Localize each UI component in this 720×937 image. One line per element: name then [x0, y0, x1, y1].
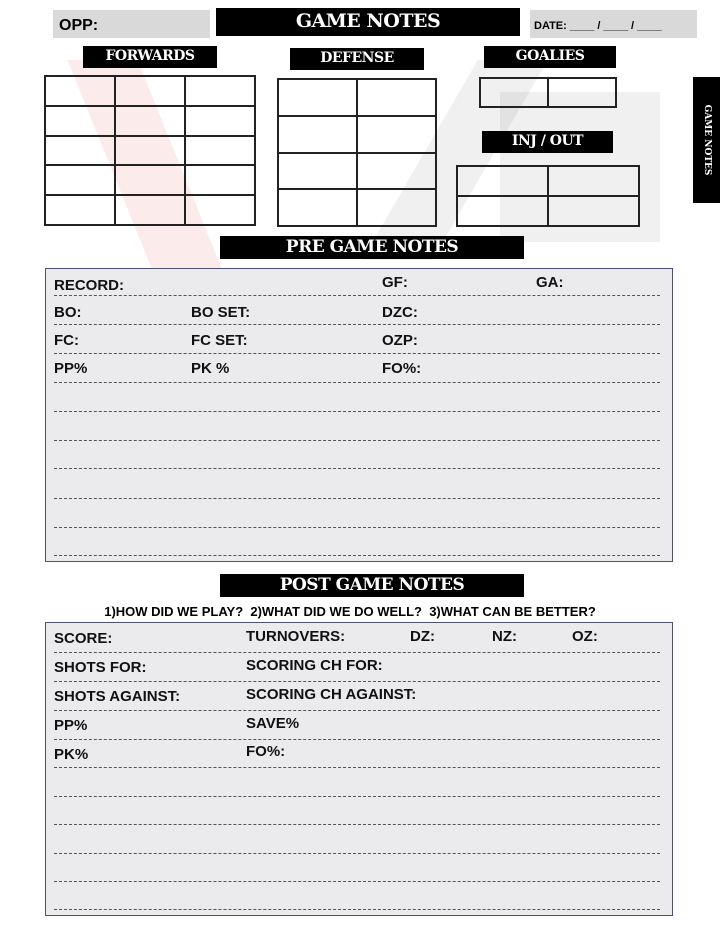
write-line	[54, 710, 660, 711]
pre-game-title: PRE GAME NOTES	[220, 236, 524, 259]
defense-label: DEFENSE	[290, 48, 424, 70]
watermark-gray-block	[500, 92, 660, 242]
dz-label: DZ:	[410, 628, 435, 645]
scoring-ch-against-label: SCORING CH AGAINST:	[246, 686, 417, 703]
fc-set-label: FC SET:	[191, 332, 248, 349]
scoring-ch-for-label: SCORING CH FOR:	[246, 657, 383, 674]
score-label: SCORE:	[54, 630, 113, 647]
write-line	[54, 909, 660, 910]
forwards-grid[interactable]	[44, 75, 256, 226]
shots-against-label: SHOTS AGAINST:	[54, 688, 181, 705]
forwards-label: FORWARDS	[83, 46, 217, 68]
pk-label: PK %	[191, 360, 230, 377]
defense-grid[interactable]	[277, 78, 437, 227]
page-title: GAME NOTES	[216, 8, 520, 36]
opp-field[interactable]: OPP:	[53, 10, 210, 38]
gf-label: GF:	[382, 274, 408, 291]
write-line	[54, 498, 660, 499]
post-game-questions: 1)HOW DID WE PLAY? 2)WHAT DID WE DO WELL…	[104, 604, 596, 619]
write-line	[54, 324, 660, 325]
date-label: DATE: ____ / ____ / ____	[534, 20, 662, 32]
goalies-label: GOALIES	[484, 46, 616, 68]
write-line	[54, 796, 660, 797]
goalies-grid[interactable]	[479, 77, 617, 108]
write-line	[54, 440, 660, 441]
write-line	[54, 853, 660, 854]
inj-out-label: INJ / OUT	[482, 131, 613, 153]
side-tab-label: GAME NOTES	[701, 104, 712, 176]
fc-label: FC:	[54, 332, 79, 349]
write-line	[54, 881, 660, 882]
side-tab: GAME NOTES	[693, 77, 720, 203]
date-field[interactable]: DATE: ____ / ____ / ____	[530, 10, 697, 38]
bo-set-label: BO SET:	[191, 304, 251, 321]
write-line	[54, 353, 660, 354]
post-game-notes-box[interactable]: SCORE: TURNOVERS: DZ: NZ: OZ: SHOTS FOR:…	[45, 622, 673, 916]
write-line	[54, 555, 660, 556]
nz-label: NZ:	[492, 628, 517, 645]
ga-label: GA:	[536, 274, 564, 291]
pre-game-notes-box[interactable]: RECORD: GF: GA: BO: BO SET: DZC: FC: FC …	[45, 268, 673, 562]
fo-label: FO%:	[382, 360, 422, 377]
dzc-label: DZC:	[382, 304, 418, 321]
pp-label: PP%	[54, 360, 88, 377]
write-line	[54, 295, 660, 296]
save-label: SAVE%	[246, 715, 300, 732]
oz-label: OZ:	[572, 628, 598, 645]
write-line	[54, 411, 660, 412]
opp-label: OPP:	[59, 17, 99, 34]
bo-label: BO:	[54, 304, 82, 321]
fo-label: FO%:	[246, 743, 286, 760]
write-line	[54, 652, 660, 653]
write-line	[54, 468, 660, 469]
pk-label: PK%	[54, 746, 89, 763]
write-line	[54, 681, 660, 682]
post-game-title: POST GAME NOTES	[220, 574, 524, 597]
write-line	[54, 739, 660, 740]
record-label: RECORD:	[54, 277, 124, 294]
write-line	[54, 382, 660, 383]
write-line	[54, 767, 660, 768]
pp-label: PP%	[54, 717, 88, 734]
turnovers-label: TURNOVERS:	[246, 628, 346, 645]
write-line	[54, 824, 660, 825]
write-line	[54, 527, 660, 528]
shots-for-label: SHOTS FOR:	[54, 659, 147, 676]
ozp-label: OZP:	[382, 332, 418, 349]
inj-out-grid[interactable]	[456, 165, 640, 227]
